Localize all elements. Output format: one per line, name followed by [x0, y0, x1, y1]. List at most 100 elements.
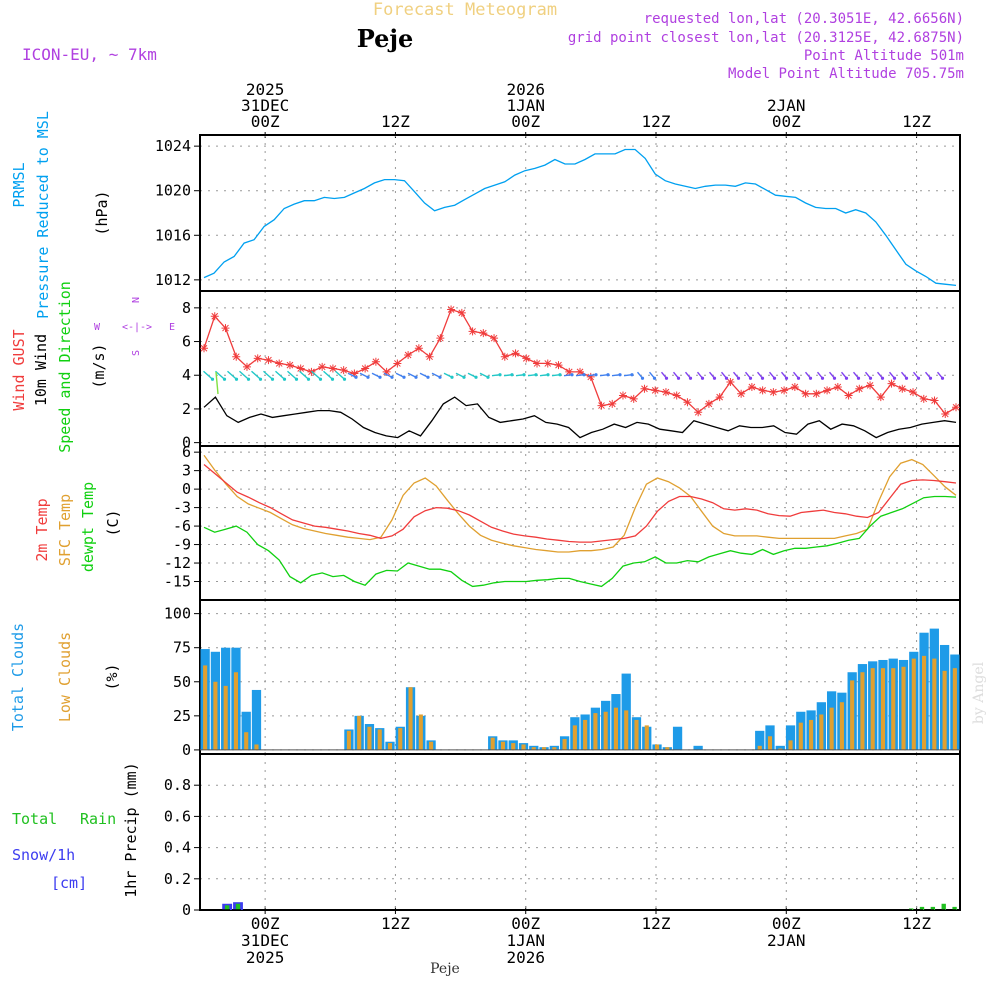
low-cloud-bar — [850, 680, 855, 750]
low-cloud-bar — [429, 741, 434, 750]
wind-unit-label: (m/s) — [90, 343, 108, 388]
low-cloud-bar — [767, 736, 773, 750]
dewpt-line — [203, 495, 957, 588]
wind-arrow-head — [210, 377, 215, 381]
wind-arrow — [215, 370, 225, 380]
wind-arrow — [239, 370, 249, 380]
wind-arrow-head — [652, 376, 657, 380]
gust-marker — [823, 386, 832, 395]
temp-unit-label: (C) — [104, 509, 122, 536]
wind-arrow-head — [880, 376, 885, 380]
gust-marker — [608, 399, 617, 408]
footer-location: Peje — [430, 961, 460, 977]
top-time-label: 00Z — [511, 112, 540, 131]
compass-east-label: E — [169, 322, 175, 333]
wind-arrow-head — [294, 377, 299, 381]
gust-marker — [533, 359, 542, 368]
low-cloud-bar — [613, 707, 618, 750]
top-time-label: 12Z — [642, 112, 671, 131]
wind-arrow-head — [664, 376, 669, 380]
low-cloud-bar — [377, 729, 382, 750]
top-time-label: 1JAN — [506, 96, 545, 115]
top-time-label: 2025 — [246, 80, 285, 99]
wind-arrow-head — [330, 377, 335, 381]
low-cloud-bar — [254, 744, 259, 750]
gust-marker — [694, 408, 703, 417]
gust-marker — [855, 384, 864, 393]
wind-arrow-head — [462, 375, 466, 379]
low-cloud-bar — [490, 737, 495, 750]
gust-marker — [554, 361, 563, 370]
gust-marker — [296, 364, 305, 373]
gust-marker — [318, 362, 327, 371]
low-cloud-bar — [418, 714, 423, 750]
gust-marker — [909, 388, 918, 397]
y-tick-label: 1016 — [155, 226, 191, 244]
low-cloud-bar — [634, 719, 639, 750]
low-cloud-bar — [244, 732, 249, 750]
wind-arrow — [215, 371, 219, 395]
wind-arrow — [275, 370, 285, 380]
low-cloud-bar — [408, 687, 413, 750]
bottom-time-label: 1JAN — [506, 931, 545, 950]
wind-arrow-head — [940, 376, 945, 380]
low-cloud-bar — [521, 744, 526, 750]
low-cloud-bar — [233, 672, 238, 750]
low-cloud-bar — [880, 668, 886, 750]
top-time-label: 31DEC — [241, 96, 289, 115]
wind-arrow-head — [760, 376, 765, 380]
y-tick-label: 0 — [182, 434, 191, 452]
low-cloud-bar — [778, 748, 783, 750]
gust-marker — [543, 359, 552, 368]
low-cloud-bar — [942, 670, 947, 750]
y-tick-label: 0 — [182, 901, 191, 919]
gust-marker — [747, 383, 756, 392]
gust-marker — [242, 362, 251, 371]
y-tick-label: 75 — [173, 639, 191, 657]
y-tick-label: 0 — [182, 480, 191, 498]
bottom-time-label: 2JAN — [767, 931, 806, 950]
wind-speed-line — [203, 396, 957, 439]
y-tick-label: 1020 — [155, 182, 191, 200]
rain-bar — [930, 906, 936, 910]
low-cloud-bar — [398, 728, 403, 750]
gust-marker — [393, 359, 402, 368]
wind-arrow-head — [676, 376, 681, 380]
wind-arrow-head — [222, 377, 227, 381]
low-cloud-bar — [839, 702, 844, 750]
total-cloud-bar — [251, 689, 262, 750]
low-cloud-bar — [562, 739, 567, 750]
bottom-time-label: 2026 — [506, 948, 545, 967]
cloud-unit-label: (%) — [103, 663, 121, 690]
bottom-time-label: 12Z — [642, 914, 671, 933]
low-cloud-bar — [891, 668, 896, 750]
cloud-panel: 0 25 50 75 100 — [164, 599, 961, 759]
total-cloud-bar — [693, 745, 703, 750]
y-tick-label: 8 — [182, 299, 191, 317]
precip-axis-label: 1hr Precip (mm) — [122, 762, 140, 897]
low-cloud-bar — [901, 666, 906, 750]
gust-marker — [522, 354, 531, 363]
wind-arrow-head — [522, 373, 526, 377]
wind-arrow-head — [772, 376, 777, 380]
low-cloud-bar — [819, 714, 824, 750]
wind-arrow-head — [724, 376, 729, 380]
gust-marker — [672, 391, 681, 400]
gust-marker — [221, 324, 230, 333]
compass-north-label: N — [131, 297, 142, 303]
low-cloud-bar — [860, 672, 865, 750]
wind-arrow-head — [904, 376, 909, 380]
y-tick-label: 0 — [182, 741, 191, 759]
total-cloud-label: Total Clouds — [9, 623, 27, 731]
low-cloud-bar — [367, 726, 372, 750]
gust-marker — [565, 367, 574, 376]
bottom-time-label: 12Z — [381, 914, 410, 933]
wind-arrow-head — [594, 373, 598, 377]
wind-arrow-head — [354, 375, 358, 379]
gust-marker — [919, 394, 928, 403]
low-cloud-bar — [665, 747, 670, 750]
low-cloud-bar — [583, 719, 588, 750]
low-cloud-bar — [603, 711, 608, 750]
